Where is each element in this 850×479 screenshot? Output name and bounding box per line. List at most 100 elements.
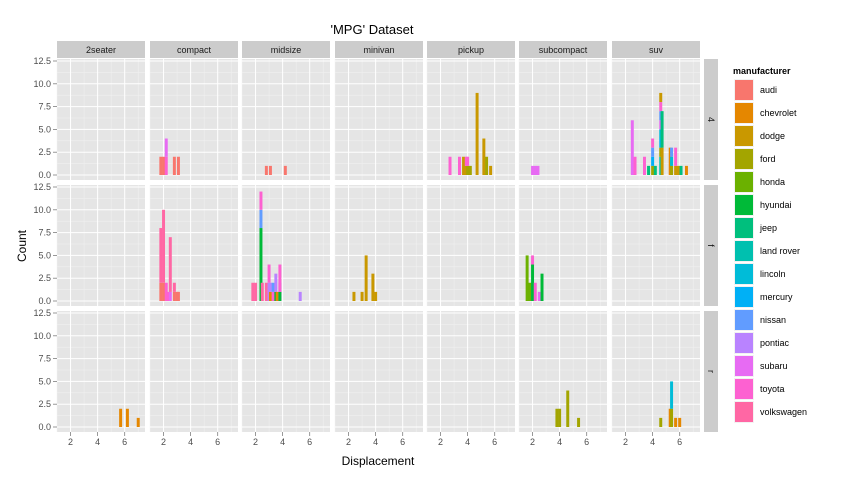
y-tick-label: 12.5: [33, 308, 51, 318]
facet-strips: 2seater compact midsize minivan pickup subcom…: [57, 41, 718, 432]
bar-suv-4-subaru: [630, 120, 634, 175]
bar-midsize-f-pontiac: [298, 291, 302, 301]
legend-entry-audi: audi: [734, 79, 777, 101]
bar-subcompact-f-hyundai: [540, 273, 544, 301]
y-tick-label: 12.5: [33, 182, 51, 192]
y-tick-label: 2.5: [38, 273, 51, 283]
bar-suv-4-dodge: [674, 165, 678, 175]
bar-midsize-f-nissan: [271, 282, 275, 292]
strip-f: [704, 185, 718, 306]
bar-pickup-4-toyota: [466, 156, 470, 166]
bar-midsize-f-hyundai: [259, 228, 263, 301]
y-tick-label: 10.0: [33, 331, 51, 341]
bar-compact-4-audi: [162, 156, 166, 175]
x-tick-label: 4: [280, 437, 285, 447]
x-tick-label: 4: [95, 437, 100, 447]
legend-swatch: [735, 287, 753, 307]
legend-label: pontiac: [760, 338, 790, 348]
facet-panels: [56, 59, 700, 432]
legend-swatch: [735, 172, 753, 192]
legend-swatch: [735, 264, 753, 284]
facet-panel-minivan-r: [334, 311, 423, 432]
bar-minivan-f-dodge: [374, 291, 378, 301]
panel-background: [519, 311, 607, 432]
panel-background: [612, 311, 700, 432]
panel-background: [57, 311, 145, 432]
bar-pickup-4-dodge: [475, 92, 479, 175]
strip-4: [704, 59, 718, 180]
strip-label-minivan: minivan: [363, 45, 394, 55]
bar-midsize-f-toyota: [267, 264, 271, 283]
legend-entry-honda: honda: [734, 171, 785, 193]
bar-subcompact-r-ford: [555, 408, 559, 427]
strip-label-pickup: pickup: [458, 45, 484, 55]
bar-suv-4-jeep: [647, 165, 651, 175]
bar-compact-f-volkswagen: [159, 228, 163, 283]
panel-background: [427, 311, 515, 432]
bar-compact-4-audi: [176, 156, 180, 175]
legend-swatch: [735, 356, 753, 376]
bar-suv-4-dodge: [676, 165, 680, 175]
x-tick-label: 6: [584, 437, 589, 447]
legend-swatch: [735, 218, 753, 238]
x-tick-label: 2: [346, 437, 351, 447]
legend-entry-mercury: mercury: [734, 286, 793, 308]
legend-entry-nissan: nissan: [734, 309, 786, 331]
bar-suv-4-jeep: [660, 111, 664, 148]
legend: manufacturer audi chevrolet dodge ford honda…: [733, 66, 807, 423]
x-tick-label: 6: [122, 437, 127, 447]
x-tick-label: 4: [557, 437, 562, 447]
y-tick-label: 7.5: [38, 102, 51, 112]
x-tick-label: 6: [677, 437, 682, 447]
x-axis-title: Displacement: [342, 454, 415, 468]
bar-suv-4-jeep: [653, 165, 657, 175]
bar-compact-f-volkswagen: [162, 209, 166, 283]
legend-label: hyundai: [760, 200, 792, 210]
legend-swatch: [735, 310, 753, 330]
strip-label-2seater: 2seater: [86, 45, 116, 55]
legend-entry-volkswagen: volkswagen: [734, 401, 807, 423]
bar-subcompact-4-subaru: [536, 165, 540, 175]
strip-midsize: [242, 41, 330, 58]
panel-background: [612, 185, 700, 306]
bar-compact-f-audi: [172, 291, 176, 301]
panel-background: [57, 185, 145, 306]
bar-subcompact-f-hyundai: [531, 264, 535, 301]
bar-midsize-f-volkswagen: [264, 282, 268, 301]
bar-midsize-f-pontiac: [268, 282, 272, 292]
bar-midsize-f-toyota: [271, 291, 275, 301]
bar-midsize-4-audi: [283, 165, 287, 175]
bar-midsize-f-hyundai: [278, 291, 282, 301]
bar-suv-r-ford: [670, 408, 674, 427]
bar-minivan-f-dodge: [371, 273, 375, 301]
y-tick-label: 10.0: [33, 79, 51, 89]
legend-title: manufacturer: [733, 66, 791, 76]
bar-suv-4-ford: [651, 165, 655, 175]
panel-background: [335, 311, 423, 432]
y-tick-label: 5.0: [38, 376, 51, 386]
y-tick-label: 5.0: [38, 250, 51, 260]
y-tick-label: 7.5: [38, 228, 51, 238]
bar-compact-4-audi: [159, 156, 163, 175]
bar-suv-4-toyota: [643, 156, 646, 175]
bar-minivan-f-dodge: [364, 255, 368, 301]
bar-midsize-f-toyota: [259, 191, 263, 210]
x-tick-label: 4: [465, 437, 470, 447]
x-axis-ticks: 2 4 6 2 4 6 2 4 6 2 4 6 2 4 6 2 4 6 2 4 6: [68, 432, 682, 447]
bar-suv-r-chevrolet: [674, 417, 678, 427]
legend-swatch: [735, 126, 753, 146]
y-axis-ticks: 0.0 2.5 5.0 7.5 10.0 12.5 0.0 2.5 5.0 7.5 10.0 12.5…: [33, 56, 57, 432]
legend-swatch: [735, 149, 753, 169]
panel-background: [242, 311, 330, 432]
x-tick-label: 6: [400, 437, 405, 447]
bar-subcompact-f-honda: [525, 255, 529, 301]
bar-compact-f-volkswagen: [168, 237, 172, 292]
strip-subcompact: [519, 41, 607, 58]
bar-suv-4-mercury: [651, 156, 655, 166]
x-tick-label: 2: [530, 437, 535, 447]
facet-panel-pickup-4: [426, 59, 515, 180]
bar-compact-f-subaru: [168, 291, 172, 301]
bar-suv-r-ford: [659, 417, 663, 427]
strip-label-subcompact: subcompact: [539, 45, 588, 55]
facet-panel-suv-4: [611, 59, 700, 180]
